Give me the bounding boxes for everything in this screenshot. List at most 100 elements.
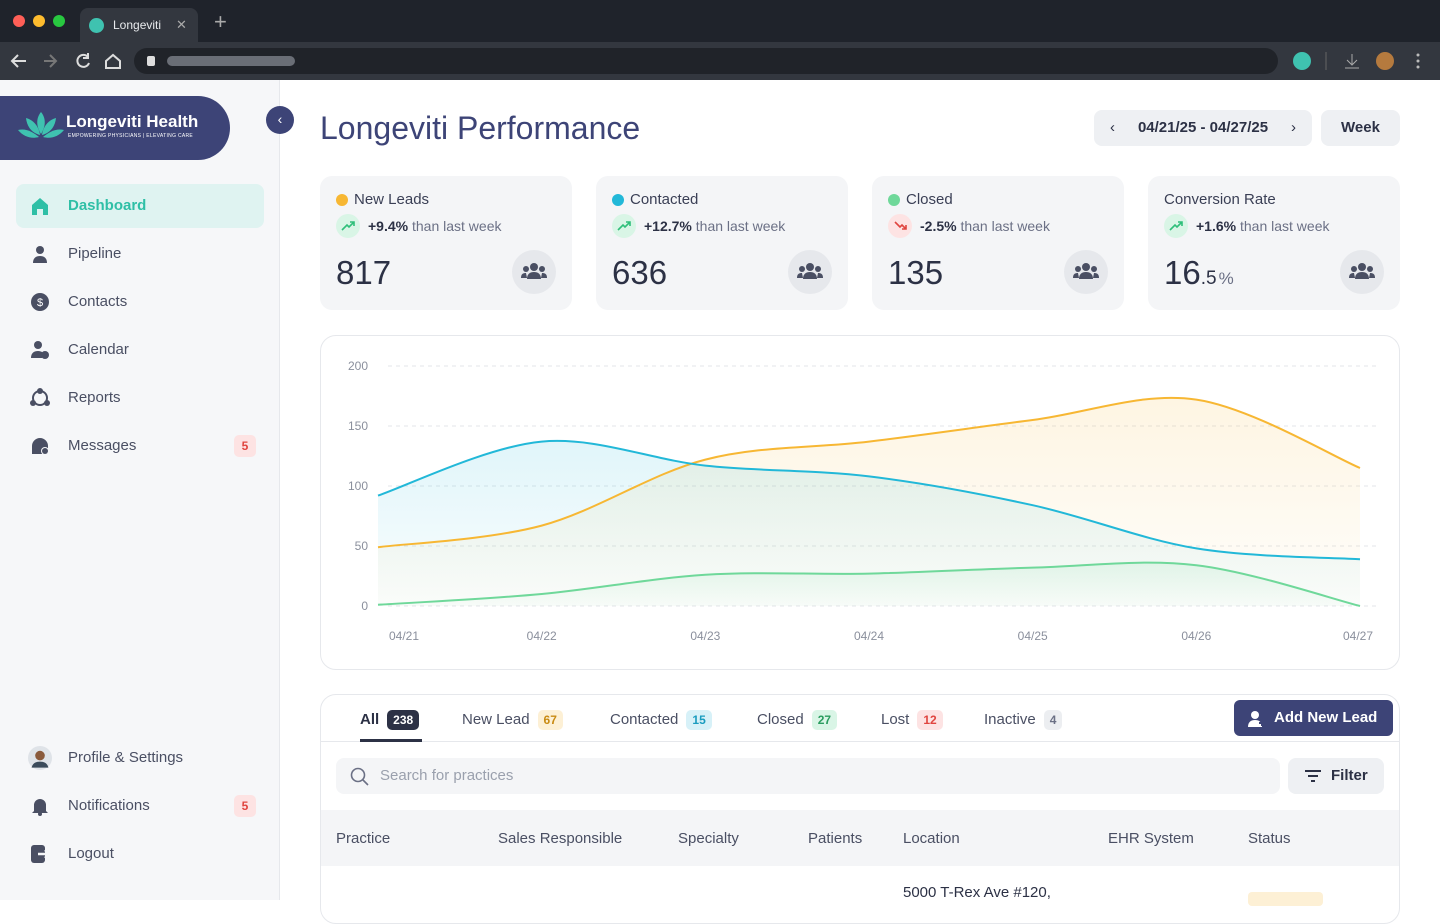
tab-count: 27 (811, 710, 838, 730)
column-header[interactable]: Patients (808, 830, 863, 847)
add-lead-button[interactable]: Add New Lead (1234, 700, 1393, 736)
filter-tab[interactable]: New Lead 67 (462, 710, 563, 730)
address-bar[interactable] (134, 48, 1278, 74)
line (377, 439, 1361, 561)
next[interactable]: › (1291, 119, 1296, 136)
nav-item[interactable]: Profile & Settings (16, 736, 264, 780)
table-header (321, 810, 1399, 866)
nav-item[interactable]: Logout (16, 832, 264, 876)
nav-label: Calendar (68, 341, 129, 358)
tab-count: 4 (1043, 710, 1063, 730)
icon (31, 341, 49, 359)
tagline: EMPOWERING PHYSICIANS | ELEVATING CARE (68, 133, 194, 139)
search-placeholder: Search for practices (380, 767, 514, 784)
chart-card (320, 335, 1400, 670)
x-tick-label: 04/24 (854, 629, 884, 643)
x-tick-label: 04/23 (690, 629, 720, 643)
kpi-change-suffix: than last week (1239, 218, 1330, 234)
kpi-change: +9.4% than last week (368, 218, 501, 234)
kpi-change-value: +9.4% (368, 218, 409, 234)
kpi-change: +12.7% than last week (644, 218, 785, 234)
nav-label: Logout (68, 845, 114, 862)
tab-label: All (360, 711, 380, 728)
kpi-dot (612, 194, 624, 206)
people-icon (512, 250, 556, 294)
x-tick-label: 04/27 (1343, 629, 1373, 643)
badge: 5 (234, 435, 256, 457)
people-icon (1340, 250, 1384, 294)
filter-tab[interactable]: Inactive 4 (984, 710, 1063, 730)
logo[interactable]: Longeviti Health EMPOWERING PHYSICIANS |… (0, 96, 230, 160)
tab-label: Closed (757, 711, 804, 728)
kpi-card: Contacted +12.7% than last week 636 (596, 176, 848, 310)
prev[interactable]: ‹ (1110, 119, 1115, 136)
column-header[interactable]: Location (903, 830, 960, 847)
kpi-change: +1.6% than last week (1196, 218, 1329, 234)
new-tab[interactable]: + (214, 9, 227, 34)
tab-title: Longeviti (113, 18, 162, 32)
tab-label: New Lead (462, 711, 530, 728)
toolbar-icons[interactable] (1250, 42, 1440, 80)
filter-tab[interactable]: Contacted 15 (610, 710, 712, 730)
column-header[interactable]: Practice (336, 830, 391, 847)
kpi-change: -2.5% than last week (920, 218, 1050, 234)
kpi-value: 135 (888, 254, 943, 292)
avatar (28, 746, 52, 770)
y-tick-label: 150 (348, 419, 368, 433)
people-icon (1064, 250, 1108, 294)
tab-label: Inactive (984, 711, 1036, 728)
tab-count: 12 (917, 710, 943, 730)
line (377, 396, 1361, 549)
logo-icon (18, 112, 64, 138)
kpi-label: Conversion Rate (1164, 191, 1276, 208)
nav-item[interactable]: $ Contacts (16, 280, 264, 324)
kpi-label: Closed (906, 191, 953, 208)
icon (1248, 711, 1265, 727)
tab-count: 238 (387, 710, 420, 730)
min-dot[interactable] (33, 15, 45, 27)
filter-tab[interactable]: All 238 (360, 710, 420, 730)
period-select[interactable]: Week (1321, 110, 1400, 146)
nav-item[interactable]: Dashboard (16, 184, 264, 228)
x-tick-label: 04/26 (1181, 629, 1211, 643)
filter-button[interactable]: Filter (1288, 758, 1384, 794)
kpi-change-suffix: than last week (411, 218, 502, 234)
filter-tab[interactable]: Closed 27 (757, 710, 838, 730)
icon (31, 845, 50, 863)
column-header[interactable]: Status (1248, 830, 1291, 847)
tab-close[interactable]: ✕ (176, 17, 187, 32)
column-header[interactable]: Specialty (678, 830, 739, 847)
search-input[interactable]: Search for practices (336, 758, 1280, 794)
area (378, 562, 1360, 606)
kpi-label: Contacted (630, 191, 699, 208)
filter-tab[interactable]: Lost 12 (881, 710, 943, 730)
collapse-button[interactable]: ‹ (266, 106, 294, 134)
kpi-dot (336, 194, 348, 206)
kpi-change-suffix: than last week (695, 218, 786, 234)
nav-item[interactable]: Notifications 5 (16, 784, 264, 828)
column-header[interactable]: EHR System (1108, 830, 1194, 847)
lock-icon (147, 56, 155, 66)
badge: 5 (234, 795, 256, 817)
date-range[interactable]: ‹ 04/21/25 - 04/27/25 › (1094, 110, 1312, 146)
browser-tab[interactable]: Longeviti ✕ (80, 8, 198, 42)
status-pill (1248, 892, 1323, 906)
table-cell: 5000 T-Rex Ave #120, (903, 884, 1051, 901)
nav-buttons[interactable] (0, 42, 134, 80)
close-dot[interactable] (13, 15, 25, 27)
kpi-change-suffix: than last week (960, 218, 1050, 234)
kpi-value: 16.5% (1164, 254, 1234, 292)
nav-item[interactable]: Reports (16, 376, 264, 420)
nav-item[interactable]: Pipeline (16, 232, 264, 276)
kpi-value: 817 (336, 254, 391, 292)
nav-item[interactable]: Calendar (16, 328, 264, 372)
trend-icon (612, 214, 636, 238)
chart: 0 50 100 150 200 04/21 04/22 04/23 04/24 04/25 04/… (348, 359, 1376, 643)
column-header[interactable]: Sales Responsible (498, 830, 623, 847)
kpi-dot (888, 194, 900, 206)
tab-count: 67 (537, 710, 563, 730)
y-tick-label: 200 (348, 359, 368, 373)
max-dot[interactable] (53, 15, 65, 27)
nav-item[interactable]: Messages 5 (16, 424, 264, 468)
